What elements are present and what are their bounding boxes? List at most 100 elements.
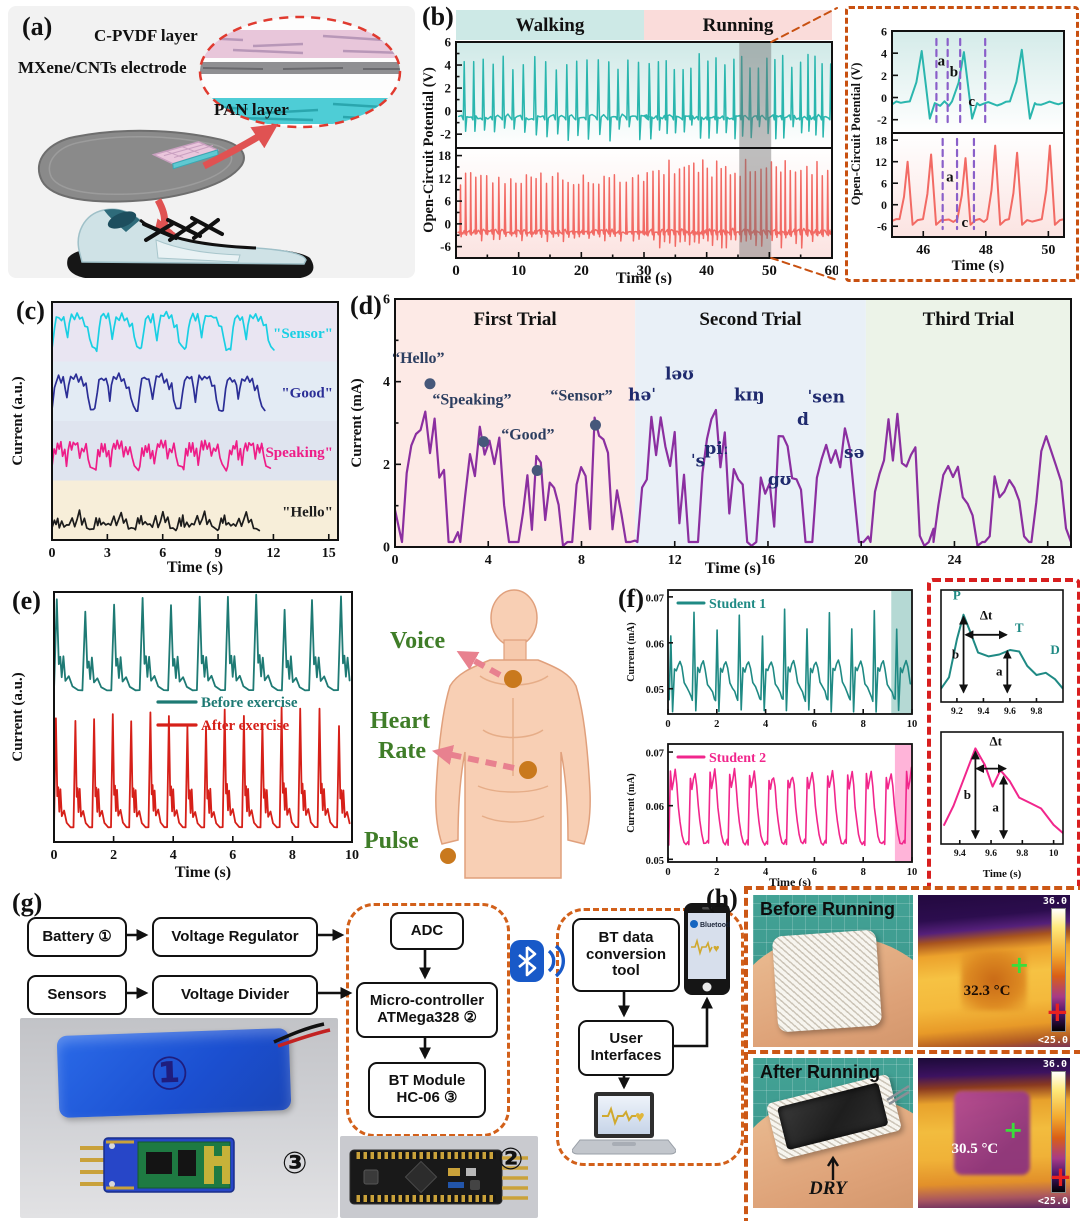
phonetic-label: kɪŋ — [734, 385, 765, 405]
panel-g-arrows — [124, 929, 713, 1090]
word-label: "Speaking" — [257, 445, 333, 461]
before-temp-label: 32.3 °C — [963, 983, 1011, 1000]
bt-data-box: BT data conversion tool — [572, 918, 680, 992]
amp-label: a — [996, 664, 1003, 679]
x-tick-label: 9.6 — [985, 849, 997, 859]
panel-f-chart: 0.05 0.06 0.07 0 2 4 6 8 10 Student 1 Current (mA)… — [622, 578, 922, 890]
amp-label: b — [952, 647, 959, 662]
y-tick-label: 4 — [881, 47, 887, 61]
x-axis-label: Time (s) — [769, 875, 811, 889]
x-tick-label: 3 — [104, 546, 111, 561]
y-tick-label: -2 — [440, 127, 451, 142]
y-axis-label: Open-Circuit Potential (V) — [421, 67, 437, 233]
x-tick-label: 20 — [854, 553, 868, 568]
x-tick-label: 2 — [714, 719, 719, 730]
x-tick-label: 6 — [229, 848, 236, 863]
word-dot — [589, 419, 601, 431]
adc-box: ADC — [390, 912, 464, 950]
before-running-photo: Before Running — [753, 895, 913, 1047]
arduino-photo: ② — [340, 1136, 538, 1218]
plot-frame — [891, 132, 1065, 238]
voice-arrow — [456, 651, 502, 678]
after-running-photo: After Running DRY — [753, 1058, 913, 1208]
voice-trace — [395, 408, 1071, 547]
series-path — [54, 593, 351, 692]
y-tick-label: 2 — [445, 81, 452, 96]
x-tick-label: 8 — [289, 848, 296, 863]
after-running-title: After Running — [760, 1062, 880, 1082]
plot-frame — [940, 589, 1064, 703]
y-tick-label: 0.07 — [646, 749, 664, 760]
voltage-divider-box: Voltage Divider — [152, 975, 318, 1015]
interval-label: c — [962, 215, 969, 231]
plot-frame — [940, 731, 1064, 845]
amp-label: b — [964, 787, 971, 802]
x-tick-label: 9.4 — [954, 849, 966, 859]
x-tick-label: 0 — [392, 553, 399, 568]
body-art — [432, 589, 591, 879]
interval-label: c — [968, 94, 975, 110]
phone-bluetooth-label: Bluetooth — [700, 922, 730, 929]
x-tick-label: 10 — [907, 867, 918, 878]
thermal-colorbar — [1051, 908, 1066, 1032]
y-tick-label: 0 — [881, 91, 887, 105]
arrow-to-layers — [202, 123, 279, 170]
panel-b-inset: a b c a c 6 4 2 0 -2 18 12 6 0 -6 46 48 50 Time (s) Open-Ci… — [845, 6, 1079, 282]
panel-b-chart: Walking Running 6 4 2 0 -2 18 12 6 0 -6 0 10 20 30 40 50 6… — [420, 0, 840, 287]
interval-label: b — [950, 64, 958, 80]
heart-label: Heart — [370, 708, 430, 734]
microcontroller-box: Micro-controller ATMega328 ② — [356, 982, 498, 1038]
y-tick-label: 0 — [445, 216, 452, 231]
legend-label: Student 2 — [709, 751, 766, 766]
x-tick-label: 4 — [170, 848, 177, 863]
phonetic-label: ləʊ — [665, 365, 694, 385]
shoe — [67, 208, 314, 279]
x-tick-label: 8 — [861, 719, 866, 730]
laptop-heart-icon: ♥ — [635, 1109, 645, 1126]
trial-label: Third Trial — [923, 309, 1015, 330]
word-label: "Hello" — [282, 504, 333, 520]
x-axis-label: Time (s) — [167, 559, 223, 575]
highlight-band — [891, 590, 912, 714]
plot-frame — [667, 589, 913, 715]
pulse-feature-label: Δt — [990, 734, 1003, 749]
x-tick-label: 9.2 — [951, 707, 963, 717]
x-tick-label: 9.8 — [1031, 707, 1043, 717]
series-path — [54, 706, 351, 829]
y-tick-label: 0.05 — [646, 685, 664, 696]
speech-trace — [51, 372, 266, 413]
pulse-feature-label: D — [1050, 642, 1059, 657]
panel-b-letter: (b) — [422, 2, 454, 31]
x-tick-label: 8 — [578, 553, 585, 568]
x-axis-label: Time (s) — [175, 864, 231, 881]
y-tick-label: 0 — [881, 198, 887, 212]
plot-frame — [53, 591, 353, 843]
panel-c-chart: "Sensor" "Good" "Speaking" "Hello" 0 3 6 9 12 15 T… — [8, 290, 345, 576]
pulse-label: Pulse — [364, 828, 419, 854]
highlight-band — [894, 744, 912, 862]
y-tick-label: 0.06 — [646, 639, 664, 650]
chart-rect — [892, 133, 1064, 237]
x-tick-label: 9.6 — [1004, 707, 1016, 717]
arduino-number: ② — [498, 1142, 524, 1177]
legend-label: Before exercise — [201, 695, 298, 711]
x-tick-label: 50 — [762, 263, 777, 279]
x-tick-label: 10 — [907, 719, 918, 730]
hc06-module — [80, 1137, 235, 1193]
x-tick-label: 10 — [1049, 849, 1059, 859]
word-label: "Sensor" — [273, 326, 333, 342]
before-thermal-image: + + 32.3 °C 36.0 <25.0 — [918, 895, 1070, 1047]
arduino-board — [349, 1149, 528, 1205]
phone-bluetooth-icon — [690, 920, 698, 928]
after-thermal-image: + + 30.5 °C 36.0 <25.0 — [918, 1058, 1070, 1208]
panel-d-letter: (d) — [350, 291, 382, 320]
x-axis-label: Time (s) — [616, 270, 672, 285]
x-tick-label: 4 — [485, 553, 492, 568]
y-tick-label: 4 — [445, 58, 452, 73]
pulse-sensor-dot — [440, 848, 456, 864]
highlight-band — [739, 42, 772, 258]
y-tick-label: 0 — [383, 541, 390, 556]
x-tick-label: 9 — [215, 546, 222, 561]
